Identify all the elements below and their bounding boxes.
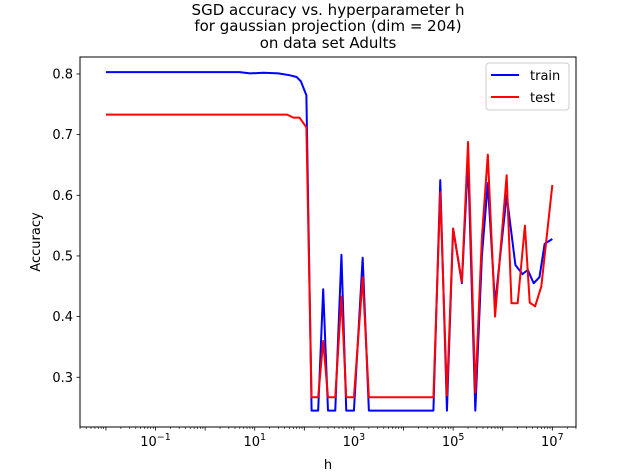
y-axis-label: Accuracy — [29, 212, 44, 272]
legend-label-test: test — [530, 91, 555, 106]
y-tick-label: 0.5 — [52, 249, 73, 264]
x-tick-label: 101 — [243, 432, 266, 450]
series-line-test — [105, 113, 554, 399]
x-tick-label: 107 — [541, 432, 564, 450]
x-tick-label: 105 — [442, 432, 465, 450]
series-layer — [105, 71, 554, 412]
chart-title-line-2: for gaussian projection (dim = 204) — [194, 17, 461, 35]
legend-label-train: train — [530, 69, 560, 84]
x-axis-label: h — [324, 458, 332, 473]
x-axis-ticks: 10−1 101 103 105 107 — [79, 427, 577, 450]
y-tick-label: 0.7 — [52, 128, 73, 143]
x-tick-label: 10−1 — [140, 432, 171, 450]
x-tick-label: 103 — [343, 432, 366, 450]
y-tick-label: 0.4 — [52, 310, 73, 325]
chart-title-line-1: SGD accuracy vs. hyperparameter h — [192, 1, 465, 19]
legend: train test — [485, 62, 570, 111]
y-tick-label: 0.3 — [52, 371, 73, 386]
y-tick-label: 0.6 — [52, 189, 73, 204]
chart-title-line-3: on data set Adults — [260, 34, 397, 52]
y-axis-ticks: 0.3 0.4 0.5 0.6 0.7 0.8 — [52, 67, 80, 386]
y-tick-label: 0.8 — [52, 67, 73, 82]
